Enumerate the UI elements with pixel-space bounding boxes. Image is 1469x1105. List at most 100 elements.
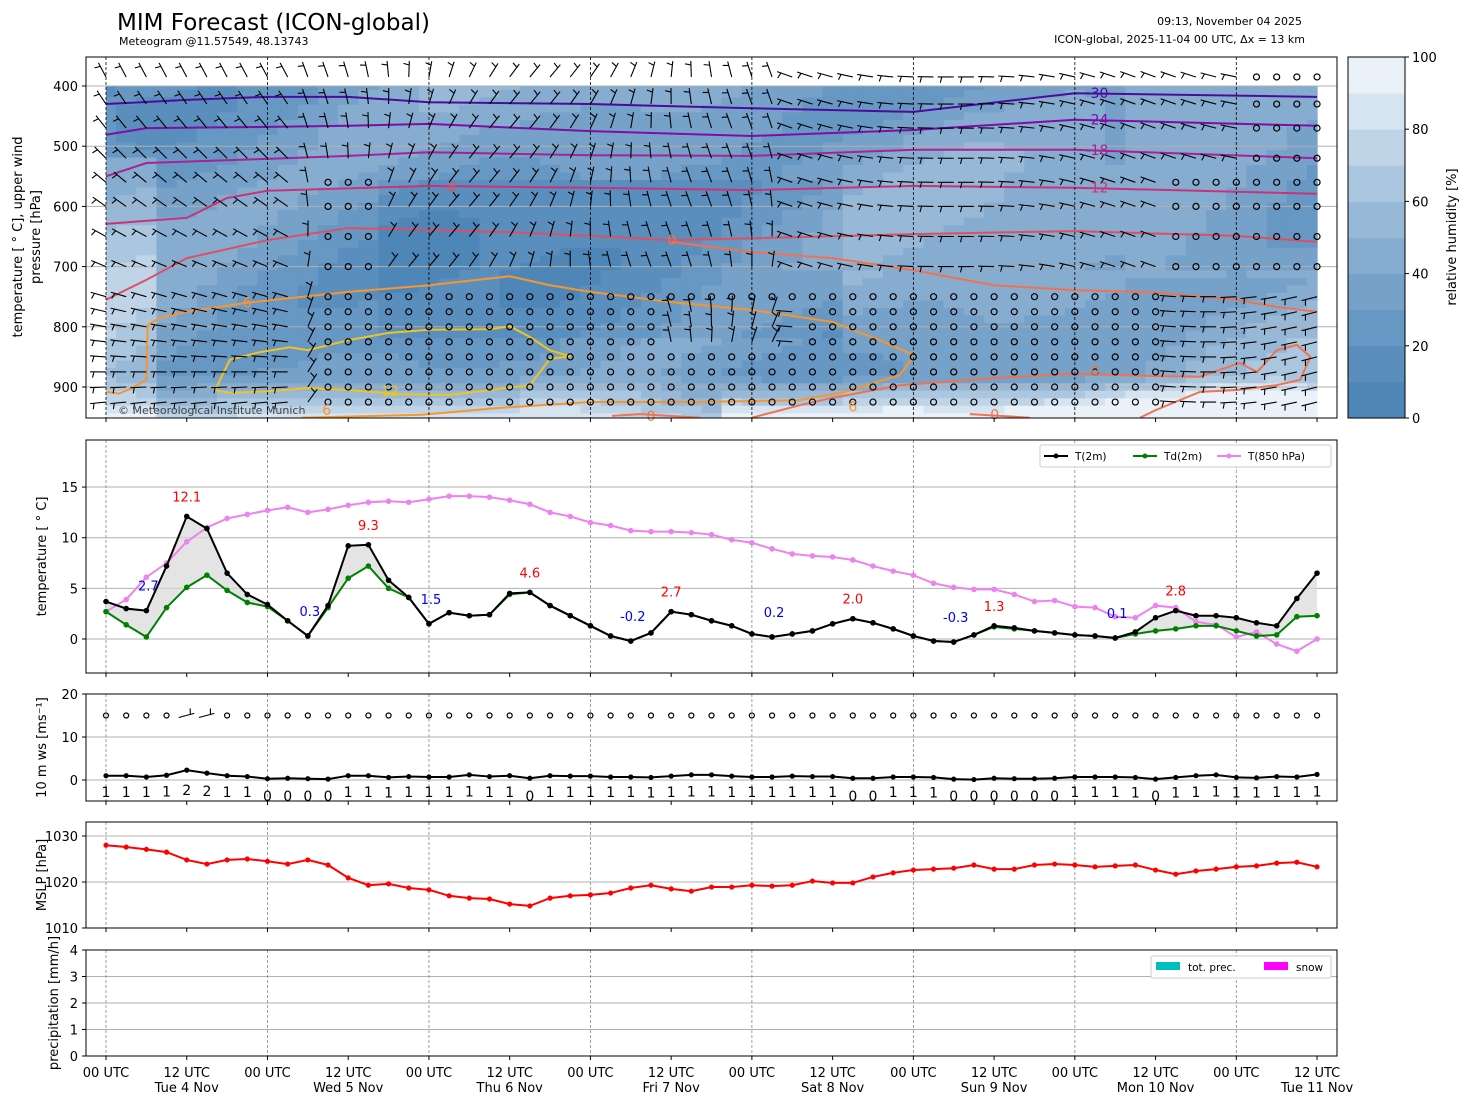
data-point <box>506 497 513 504</box>
calm-wind-icon <box>485 383 494 391</box>
wind-barb-icon <box>170 323 187 331</box>
rh-cell <box>600 405 622 414</box>
data-point <box>708 772 715 778</box>
wind-barb-icon <box>1120 260 1136 268</box>
wind-barb-icon <box>917 265 934 273</box>
rh-cell <box>842 225 864 234</box>
data-point <box>991 775 997 781</box>
rh-cell <box>217 398 238 407</box>
rh-cell <box>620 157 642 166</box>
wind-barb-icon <box>1018 125 1035 133</box>
rh-cell <box>661 330 682 339</box>
rh-cell <box>600 270 622 279</box>
rh-cell <box>1206 375 1227 384</box>
rh-cell <box>237 338 258 347</box>
rh-cell <box>1044 104 1066 113</box>
rh-cell <box>1185 172 1207 181</box>
rh-cell <box>903 413 925 418</box>
rh-cell <box>1206 127 1227 136</box>
wind-speed-value-label: 0 <box>263 789 272 805</box>
rh-cell <box>1084 292 1106 302</box>
colorbar-label: relative humidity [%] <box>1445 168 1460 305</box>
rh-cell <box>1044 225 1066 234</box>
rh-cell <box>1266 134 1288 144</box>
wind-barb-icon <box>877 234 894 242</box>
wind-barb-icon <box>569 143 578 159</box>
rh-cell <box>338 180 359 189</box>
wind-speed-value-label: 0 <box>1030 789 1039 805</box>
rh-cell <box>1266 210 1288 219</box>
data-point <box>1092 864 1098 870</box>
rh-cell <box>1125 112 1147 121</box>
calm-wind-icon <box>1212 232 1220 241</box>
wind-barb-icon <box>1179 310 1196 318</box>
rh-cell <box>1145 247 1167 256</box>
wind-barb-icon <box>529 191 539 207</box>
wind-barb-icon <box>150 401 167 410</box>
wind-barb-icon <box>306 296 314 312</box>
calm-wind-icon <box>1252 73 1261 81</box>
rh-cell <box>782 300 803 309</box>
data-point <box>1294 859 1300 865</box>
rh-cell <box>883 97 904 106</box>
rh-cell <box>1145 345 1167 354</box>
wind-barb-icon <box>817 123 833 131</box>
rh-cell <box>761 165 783 174</box>
rh-cell <box>822 180 844 189</box>
wind-barb-icon <box>726 295 734 312</box>
calm-wind-icon <box>970 338 978 346</box>
wind-barb-icon <box>1220 100 1237 108</box>
wind-barb-icon <box>387 167 395 183</box>
rh-cell <box>1125 255 1147 264</box>
wind-barb-icon <box>648 61 656 78</box>
wind-barb-icon <box>705 310 713 327</box>
rh-cell <box>1044 307 1066 317</box>
wind-barb-icon <box>297 88 309 105</box>
isotherm-line <box>611 413 701 418</box>
rh-cell <box>1266 247 1288 256</box>
wind-barb-icon <box>776 230 793 238</box>
wind-barb-icon <box>529 221 537 237</box>
wind-barb-icon <box>1281 341 1297 351</box>
rh-cell <box>600 375 622 384</box>
rh-cell <box>116 255 137 264</box>
wind-barb-icon <box>549 191 557 207</box>
calm-wind-icon <box>1010 293 1018 301</box>
calm-wind-icon <box>970 398 978 406</box>
wind-speed-value-label: 0 <box>324 789 333 805</box>
rh-cell <box>237 390 258 399</box>
rh-cell <box>1044 315 1066 324</box>
rh-cell <box>156 315 178 324</box>
rh-cell <box>1145 375 1167 384</box>
wind-barb-icon <box>90 323 107 331</box>
wind-barb-icon <box>1159 310 1176 317</box>
isotherm-label: 6 <box>322 403 331 419</box>
rh-cell <box>116 398 137 407</box>
rh-cell <box>943 315 965 324</box>
rh-cell <box>1044 360 1066 369</box>
y-tick-label: 5 <box>70 582 78 597</box>
wind-barb-icon <box>231 386 248 394</box>
calm-wind-icon <box>869 308 877 316</box>
data-point <box>870 874 876 880</box>
rh-cell <box>1004 398 1025 407</box>
rh-cell <box>1145 255 1167 264</box>
rh-cell <box>116 210 137 219</box>
rh-cell <box>1044 375 1066 384</box>
rh-cell <box>1125 217 1147 226</box>
wind-barb-icon <box>748 295 756 312</box>
rh-cell <box>620 210 642 219</box>
rh-cell <box>1125 104 1147 113</box>
y-tick-label: 10 <box>61 532 78 547</box>
wind-barb-icon <box>388 251 399 267</box>
rh-cell <box>217 165 238 174</box>
wind-barb-icon <box>194 90 208 105</box>
data-point <box>1011 866 1017 872</box>
calm-wind-icon <box>869 712 877 719</box>
rh-cell <box>1044 86 1066 91</box>
rh-cell <box>701 217 723 226</box>
wind-barb-icon <box>1240 356 1257 365</box>
data-point <box>163 604 170 611</box>
calm-wind-icon <box>829 383 837 391</box>
